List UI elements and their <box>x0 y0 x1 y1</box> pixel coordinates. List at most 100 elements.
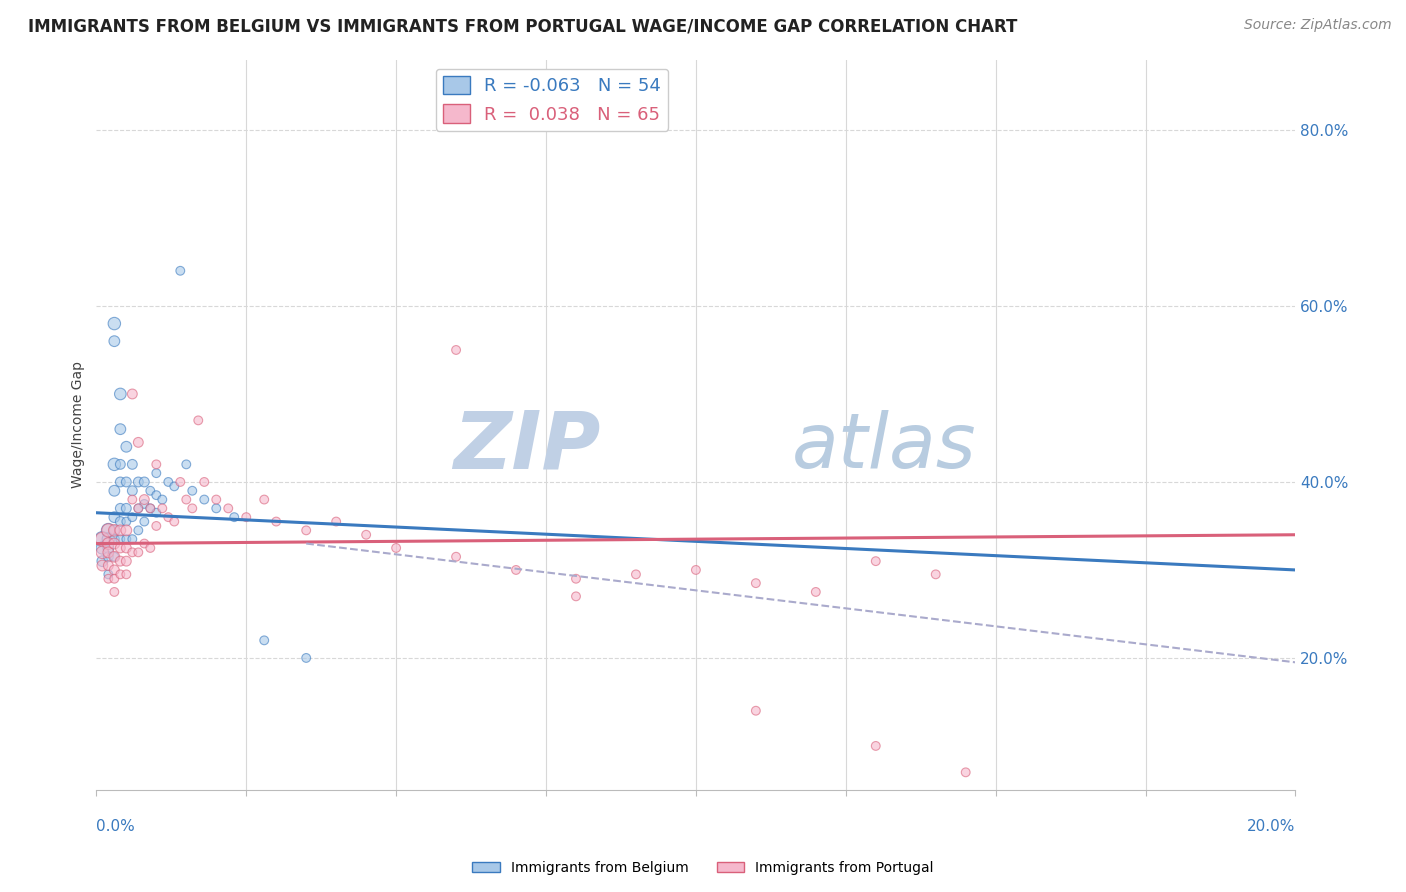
Y-axis label: Wage/Income Gap: Wage/Income Gap <box>72 361 86 488</box>
Point <box>97 532 120 546</box>
Point <box>115 440 138 454</box>
Point <box>115 567 138 582</box>
Legend: Immigrants from Belgium, Immigrants from Portugal: Immigrants from Belgium, Immigrants from… <box>467 855 939 880</box>
Text: Source: ZipAtlas.com: Source: ZipAtlas.com <box>1244 18 1392 32</box>
Point <box>115 515 138 529</box>
Point <box>865 554 887 568</box>
Point <box>127 475 149 489</box>
Point <box>145 466 167 480</box>
Point <box>91 558 114 573</box>
Point <box>145 488 167 502</box>
Point <box>127 501 149 516</box>
Point <box>115 524 138 538</box>
Point <box>624 567 647 582</box>
Point <box>444 549 467 564</box>
Point <box>103 524 125 538</box>
Point <box>121 458 143 472</box>
Point <box>745 704 768 718</box>
Point <box>224 510 246 524</box>
Point <box>103 510 125 524</box>
Point <box>110 475 132 489</box>
Point <box>110 501 132 516</box>
Legend: R = -0.063   N = 54, R =  0.038   N = 65: R = -0.063 N = 54, R = 0.038 N = 65 <box>436 69 668 131</box>
Point <box>121 545 143 559</box>
Point <box>217 501 239 516</box>
Point <box>115 541 138 555</box>
Point <box>181 501 204 516</box>
Point <box>115 554 138 568</box>
Point <box>103 334 125 348</box>
Point <box>139 483 162 498</box>
Point <box>103 585 125 599</box>
Point <box>325 515 347 529</box>
Point <box>505 563 527 577</box>
Point <box>565 590 588 604</box>
Text: ZIP: ZIP <box>453 408 600 485</box>
Point <box>565 572 588 586</box>
Point <box>444 343 467 357</box>
Point <box>97 549 120 564</box>
Point <box>103 458 125 472</box>
Point <box>110 422 132 436</box>
Point <box>110 387 132 401</box>
Point <box>139 541 162 555</box>
Point <box>97 524 120 538</box>
Point <box>205 492 228 507</box>
Point <box>97 536 120 550</box>
Point <box>103 532 125 546</box>
Point <box>145 506 167 520</box>
Point <box>103 536 125 550</box>
Point <box>115 532 138 546</box>
Point <box>110 532 132 546</box>
Point <box>145 458 167 472</box>
Point <box>103 549 125 564</box>
Point <box>193 492 215 507</box>
Point <box>163 515 186 529</box>
Point <box>955 765 977 780</box>
Point <box>110 554 132 568</box>
Point <box>110 515 132 529</box>
Point <box>110 524 132 538</box>
Point <box>134 515 156 529</box>
Point <box>121 510 143 524</box>
Text: 20.0%: 20.0% <box>1247 819 1295 834</box>
Point <box>169 264 191 278</box>
Point <box>169 475 191 489</box>
Point <box>127 524 149 538</box>
Point <box>187 413 209 427</box>
Point <box>157 475 180 489</box>
Point <box>134 492 156 507</box>
Point <box>121 483 143 498</box>
Point <box>91 532 114 546</box>
Point <box>121 532 143 546</box>
Point <box>157 510 180 524</box>
Point <box>110 458 132 472</box>
Point <box>150 492 173 507</box>
Point <box>150 501 173 516</box>
Point <box>127 435 149 450</box>
Point <box>97 545 120 559</box>
Point <box>97 572 120 586</box>
Point <box>385 541 408 555</box>
Point <box>925 567 948 582</box>
Point <box>134 475 156 489</box>
Point <box>110 541 132 555</box>
Point <box>103 524 125 538</box>
Point <box>97 567 120 582</box>
Point <box>91 532 114 546</box>
Point <box>115 475 138 489</box>
Point <box>134 536 156 550</box>
Point <box>134 497 156 511</box>
Point <box>121 492 143 507</box>
Point <box>139 501 162 516</box>
Point <box>91 545 114 559</box>
Point <box>97 524 120 538</box>
Point <box>235 510 257 524</box>
Point <box>139 501 162 516</box>
Point <box>253 633 276 648</box>
Text: IMMIGRANTS FROM BELGIUM VS IMMIGRANTS FROM PORTUGAL WAGE/INCOME GAP CORRELATION : IMMIGRANTS FROM BELGIUM VS IMMIGRANTS FR… <box>28 18 1018 36</box>
Point <box>295 651 318 665</box>
Point <box>103 563 125 577</box>
Point <box>115 501 138 516</box>
Point <box>127 501 149 516</box>
